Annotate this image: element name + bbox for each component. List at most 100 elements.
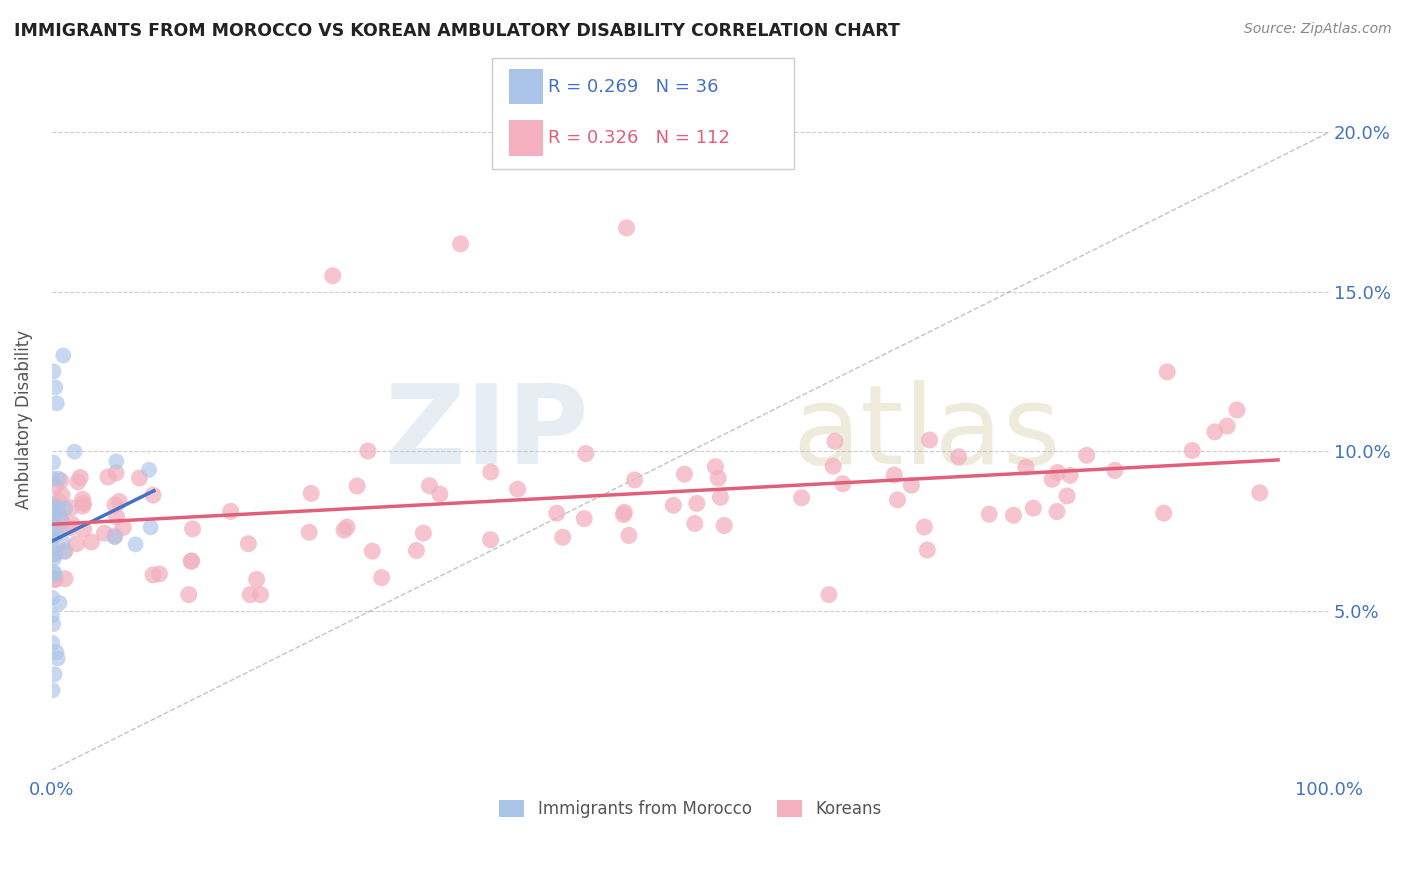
Point bbox=[1204, 425, 1226, 439]
Point bbox=[142, 568, 165, 582]
Point bbox=[105, 454, 128, 468]
Point bbox=[298, 525, 321, 540]
Point bbox=[662, 499, 685, 513]
Point bbox=[1056, 489, 1078, 503]
Point bbox=[65, 537, 87, 551]
Point bbox=[42, 502, 65, 516]
Point bbox=[704, 459, 727, 474]
Point bbox=[104, 498, 127, 512]
Point bbox=[41, 683, 63, 698]
Point bbox=[180, 554, 202, 568]
Point bbox=[1153, 506, 1175, 520]
Point bbox=[623, 473, 645, 487]
Point bbox=[48, 494, 70, 508]
Text: ZIP: ZIP bbox=[385, 380, 588, 487]
Point bbox=[44, 572, 66, 586]
Point bbox=[346, 479, 368, 493]
Point bbox=[357, 444, 380, 458]
Point bbox=[108, 494, 131, 508]
Point bbox=[42, 566, 65, 580]
Text: R = 0.326   N = 112: R = 0.326 N = 112 bbox=[548, 128, 730, 147]
Point bbox=[1002, 508, 1025, 523]
Point bbox=[683, 516, 706, 531]
Point bbox=[44, 508, 66, 522]
Point bbox=[883, 468, 905, 483]
Point bbox=[42, 617, 65, 632]
Point bbox=[41, 524, 63, 539]
Point bbox=[60, 500, 83, 515]
Point bbox=[1022, 501, 1045, 516]
Point bbox=[1046, 466, 1069, 480]
Point bbox=[46, 507, 69, 521]
Legend: Immigrants from Morocco, Koreans: Immigrants from Morocco, Koreans bbox=[494, 793, 889, 825]
Point bbox=[53, 545, 76, 559]
Point bbox=[44, 479, 66, 493]
Point bbox=[41, 636, 63, 650]
Point bbox=[42, 455, 65, 469]
Point bbox=[44, 380, 66, 394]
Point bbox=[246, 573, 269, 587]
Point bbox=[42, 547, 65, 561]
Point bbox=[72, 492, 94, 507]
Point bbox=[429, 487, 451, 501]
Point bbox=[72, 499, 94, 513]
Point bbox=[93, 526, 115, 541]
Text: IMMIGRANTS FROM MOROCCO VS KOREAN AMBULATORY DISABILITY CORRELATION CHART: IMMIGRANTS FROM MOROCCO VS KOREAN AMBULA… bbox=[14, 22, 900, 40]
Point bbox=[104, 529, 127, 543]
Point bbox=[686, 496, 709, 510]
Point bbox=[948, 450, 970, 464]
Point bbox=[418, 479, 440, 493]
Point bbox=[831, 476, 853, 491]
Point bbox=[73, 522, 96, 536]
Point bbox=[713, 518, 735, 533]
Point bbox=[479, 465, 502, 479]
Point bbox=[69, 470, 91, 484]
Point bbox=[1104, 463, 1126, 477]
Point bbox=[52, 535, 75, 549]
Point bbox=[917, 543, 939, 558]
Point bbox=[41, 514, 63, 528]
Text: Source: ZipAtlas.com: Source: ZipAtlas.com bbox=[1244, 22, 1392, 37]
Point bbox=[506, 482, 529, 496]
Point bbox=[138, 463, 160, 477]
Point bbox=[575, 447, 598, 461]
Point bbox=[45, 645, 67, 659]
Point bbox=[51, 488, 73, 502]
Point bbox=[370, 571, 392, 585]
Point bbox=[49, 511, 72, 525]
Point bbox=[44, 501, 66, 516]
Point bbox=[574, 511, 596, 525]
Point bbox=[617, 528, 640, 542]
Point bbox=[139, 520, 162, 534]
Point bbox=[63, 444, 86, 458]
Point bbox=[1040, 472, 1063, 486]
Point bbox=[709, 490, 731, 504]
Point bbox=[886, 492, 908, 507]
Point bbox=[41, 608, 63, 623]
Point bbox=[45, 527, 67, 541]
Point bbox=[105, 466, 128, 480]
Point bbox=[1046, 505, 1069, 519]
Point bbox=[41, 512, 63, 526]
Point bbox=[52, 349, 75, 363]
Point bbox=[912, 520, 935, 534]
Point bbox=[1216, 419, 1239, 434]
Point bbox=[45, 573, 67, 587]
Point bbox=[333, 523, 356, 537]
Point bbox=[479, 533, 502, 547]
Point bbox=[72, 497, 94, 511]
Point bbox=[53, 501, 76, 516]
Point bbox=[824, 434, 846, 449]
Y-axis label: Ambulatory Disability: Ambulatory Disability bbox=[15, 330, 32, 508]
Text: atlas: atlas bbox=[793, 380, 1062, 487]
Point bbox=[613, 505, 636, 519]
Point bbox=[249, 588, 271, 602]
Point bbox=[707, 471, 730, 485]
Point bbox=[41, 542, 63, 557]
Point bbox=[322, 268, 344, 283]
Point bbox=[823, 459, 845, 474]
Point bbox=[42, 364, 65, 378]
Point bbox=[97, 470, 120, 484]
Point bbox=[41, 531, 63, 545]
Point bbox=[128, 471, 150, 485]
